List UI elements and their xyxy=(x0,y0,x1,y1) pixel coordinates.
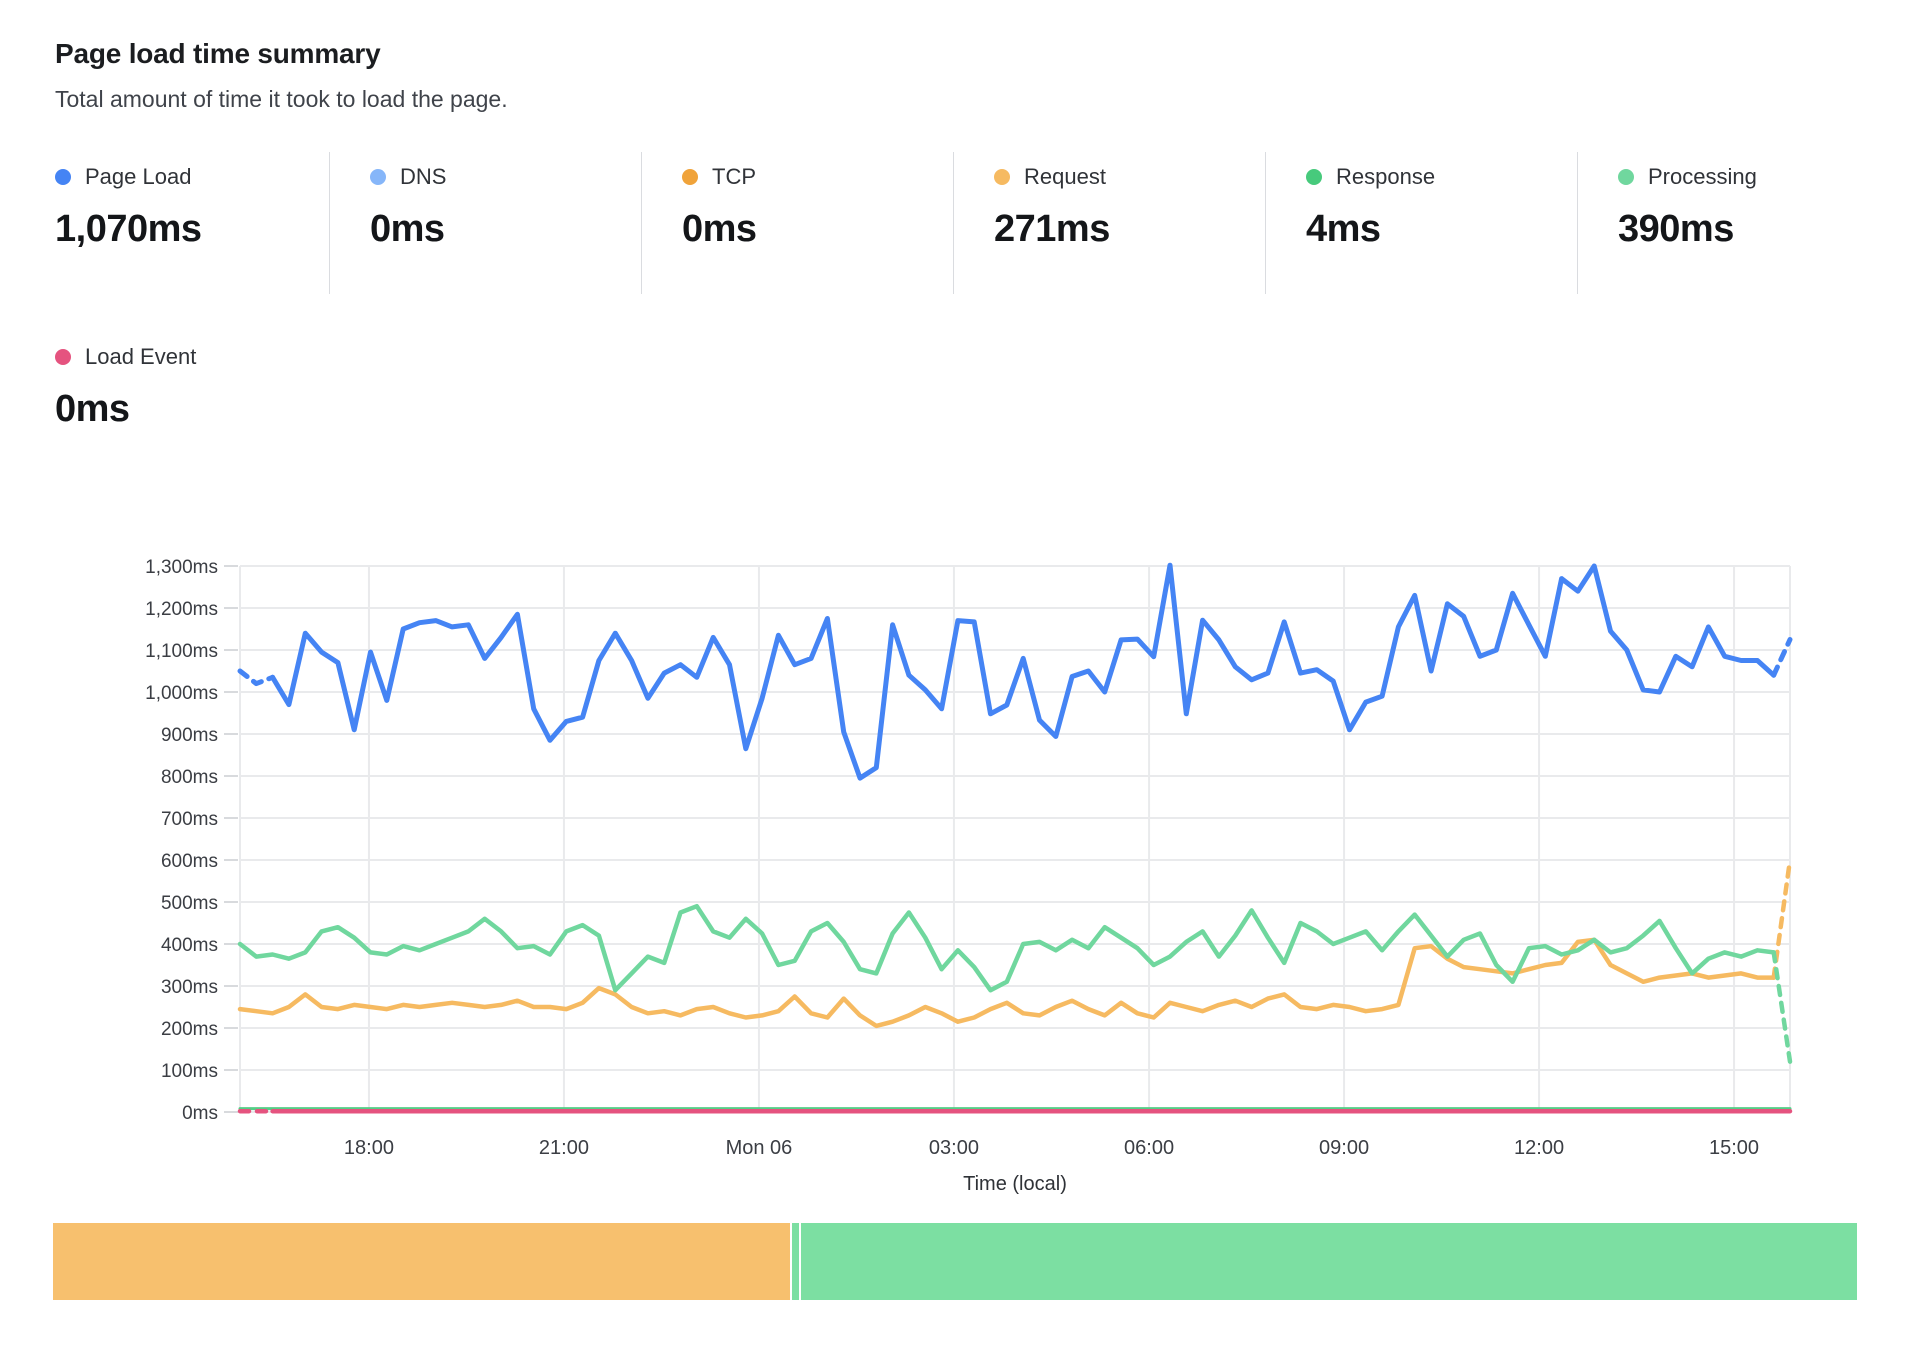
stat-label: DNS xyxy=(400,164,447,189)
page-subtitle: Total amount of time it took to load the… xyxy=(55,86,508,112)
y-tick-label: 200ms xyxy=(161,1019,218,1040)
bar-segment-request xyxy=(53,1223,790,1300)
stat-processing[interactable]: Processing 390ms xyxy=(1577,152,1889,294)
x-tick-label: 18:00 xyxy=(344,1137,394,1159)
stat-label: Request xyxy=(1024,164,1106,189)
stat-value: 0ms xyxy=(55,388,130,430)
x-tick-label: 06:00 xyxy=(1124,1137,1174,1159)
series-page-load-line xyxy=(270,562,1777,781)
y-tick-label: 300ms xyxy=(161,977,218,998)
stat-value: 0ms xyxy=(370,208,445,250)
page-load-dot-icon xyxy=(55,169,71,185)
y-tick-label: 900ms xyxy=(161,725,218,746)
response-dot-icon xyxy=(1306,169,1322,185)
stat-label: Page Load xyxy=(85,164,192,189)
y-tick-label: 400ms xyxy=(161,935,218,956)
stat-value: 390ms xyxy=(1618,208,1734,250)
dns-dot-icon xyxy=(370,169,386,185)
series-processing-dashed xyxy=(1771,950,1793,1064)
summary-bar xyxy=(53,1223,1857,1300)
x-tick-label: 12:00 xyxy=(1514,1137,1564,1159)
y-tick-label: 1,200ms xyxy=(145,599,218,620)
y-tick-label: 1,300ms xyxy=(145,557,218,578)
stat-load-event[interactable]: Load Event 0ms xyxy=(55,344,196,431)
x-tick-label: 03:00 xyxy=(929,1137,979,1159)
y-tick-label: 700ms xyxy=(161,809,218,830)
processing-dot-icon xyxy=(1618,169,1634,185)
x-tick-label: 21:00 xyxy=(539,1137,589,1159)
y-tick-label: 500ms xyxy=(161,893,218,914)
stat-label: Processing xyxy=(1648,164,1757,189)
bar-segment-divider xyxy=(792,1223,799,1300)
chart-area: 0ms 100ms 200ms 300ms 400ms 500ms 600ms 700ms 80… xyxy=(0,440,1910,1210)
tcp-dot-icon xyxy=(682,169,698,185)
y-tick-label: 100ms xyxy=(161,1061,218,1082)
stat-request[interactable]: Request 271ms xyxy=(953,152,1265,294)
series-page-load-dashed xyxy=(237,668,276,687)
stat-label: Load Event xyxy=(85,344,197,369)
stat-label: TCP xyxy=(712,164,756,189)
bar-segment-processing xyxy=(801,1223,1857,1300)
x-tick-label: 15:00 xyxy=(1709,1137,1759,1159)
stat-response[interactable]: Response 4ms xyxy=(1265,152,1577,294)
x-tick-label: Mon 06 xyxy=(726,1137,793,1159)
stat-value: 4ms xyxy=(1306,208,1381,250)
page-title: Page load time summary xyxy=(55,38,381,69)
stat-tcp[interactable]: TCP 0ms xyxy=(641,152,953,294)
load-event-dot-icon xyxy=(55,349,71,365)
chart-svg[interactable]: 0ms 100ms 200ms 300ms 400ms 500ms 600ms 700ms 80… xyxy=(0,440,1910,1210)
stat-value: 1,070ms xyxy=(55,208,202,250)
request-dot-icon xyxy=(994,169,1010,185)
stat-page-load[interactable]: Page Load 1,070ms xyxy=(55,152,329,294)
y-tick-label: 800ms xyxy=(161,767,218,788)
stats-row: Page Load 1,070ms DNS 0ms TCP 0ms Reques… xyxy=(55,152,1889,294)
x-axis-title: Time (local) xyxy=(963,1173,1067,1195)
stat-value: 271ms xyxy=(994,208,1110,250)
y-tick-label: 1,000ms xyxy=(145,683,218,704)
y-tick-label: 600ms xyxy=(161,851,218,872)
stat-label: Response xyxy=(1336,164,1436,189)
x-tick-label: 09:00 xyxy=(1319,1137,1369,1159)
series-page-load-dashed xyxy=(1771,637,1793,678)
stat-value: 0ms xyxy=(682,208,757,250)
series-processing-line xyxy=(237,903,1776,993)
stat-dns[interactable]: DNS 0ms xyxy=(329,152,641,294)
y-tick-label: 1,100ms xyxy=(145,641,218,662)
y-tick-label: 0ms xyxy=(182,1103,218,1124)
